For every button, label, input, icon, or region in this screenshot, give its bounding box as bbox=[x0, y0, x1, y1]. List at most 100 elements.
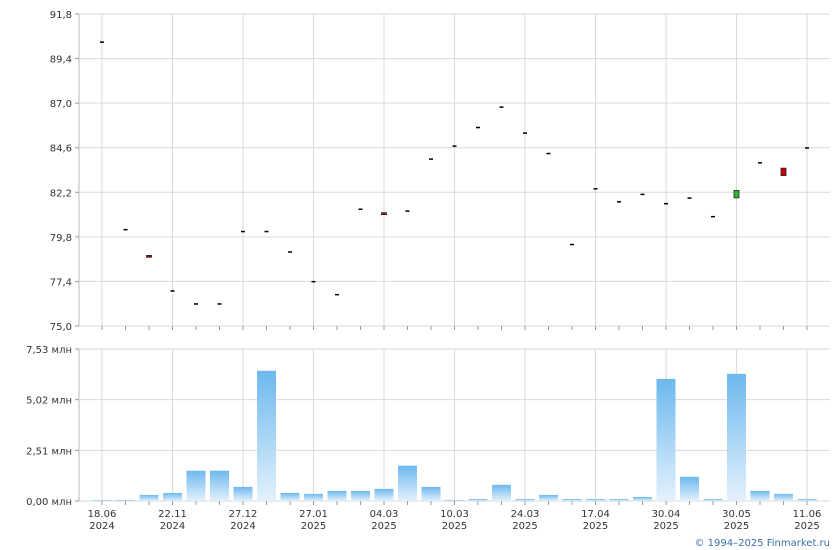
volume-bar[interactable] bbox=[515, 498, 535, 501]
price-candle[interactable] bbox=[288, 251, 292, 253]
volume-bar[interactable] bbox=[351, 490, 370, 501]
x-tick-date: 22.11 bbox=[158, 509, 187, 520]
x-tick-year: 2025 bbox=[512, 521, 537, 532]
price-candle[interactable] bbox=[546, 152, 551, 155]
price-tick-label: 77,4 bbox=[50, 277, 72, 288]
price-grid bbox=[78, 13, 830, 327]
volume-bar[interactable] bbox=[257, 370, 276, 501]
x-tick-date: 04.03 bbox=[370, 509, 399, 520]
x-tick-date: 18.06 bbox=[88, 509, 117, 520]
volume-bar[interactable] bbox=[445, 499, 464, 501]
volume-bar[interactable] bbox=[727, 373, 746, 501]
x-tick-date: 10.03 bbox=[440, 509, 469, 520]
x-tick-date: 27.01 bbox=[299, 509, 328, 520]
volume-bars bbox=[92, 370, 817, 501]
volume-bar[interactable] bbox=[633, 496, 652, 501]
price-candle[interactable] bbox=[452, 145, 457, 147]
x-tick-year: 2025 bbox=[583, 521, 608, 532]
volume-bar[interactable] bbox=[92, 499, 112, 501]
price-candle[interactable] bbox=[381, 212, 387, 215]
volume-bar[interactable] bbox=[233, 486, 253, 501]
price-candle[interactable] bbox=[780, 167, 787, 176]
volume-tick-label: 2,51 млн bbox=[26, 446, 72, 457]
volume-bar[interactable] bbox=[586, 498, 605, 501]
x-tick-date: 30.04 bbox=[652, 509, 681, 520]
volume-bar[interactable] bbox=[186, 470, 206, 501]
volume-bar[interactable] bbox=[210, 470, 229, 501]
volume-bar[interactable] bbox=[703, 498, 723, 501]
price-tick-label: 82,2 bbox=[50, 188, 72, 199]
price-candle[interactable] bbox=[523, 132, 527, 134]
price-candle[interactable] bbox=[100, 41, 104, 43]
volume-bar[interactable] bbox=[421, 486, 441, 501]
x-tick-year: 2025 bbox=[653, 521, 678, 532]
price-candle[interactable] bbox=[170, 290, 175, 292]
price-candle[interactable] bbox=[570, 243, 574, 246]
price-candle[interactable] bbox=[311, 280, 316, 283]
volume-bar[interactable] bbox=[750, 490, 770, 501]
x-axis: 18.06202422.11202427.12202427.01202504.0… bbox=[88, 509, 822, 532]
price-candle[interactable] bbox=[593, 188, 598, 190]
x-tick-date: 24.03 bbox=[511, 509, 540, 520]
volume-tick-label: 5,02 млн bbox=[26, 396, 72, 407]
price-candle[interactable] bbox=[476, 126, 480, 129]
price-tick-label: 79,8 bbox=[50, 233, 72, 244]
volume-bar[interactable] bbox=[609, 498, 629, 501]
price-candle[interactable] bbox=[617, 201, 621, 203]
copyright-text[interactable]: © 1994–2025 Finmarket.ru bbox=[694, 538, 830, 549]
volume-bar[interactable] bbox=[797, 498, 817, 501]
price-axis: 91,8 89,4 87,0 84,6 82,2 79,8 77,4 75,0 bbox=[50, 10, 808, 333]
volume-bar[interactable] bbox=[468, 498, 488, 501]
price-candle[interactable] bbox=[405, 210, 410, 212]
price-candle[interactable] bbox=[805, 147, 809, 149]
volume-bar[interactable] bbox=[539, 494, 558, 501]
price-candles bbox=[100, 41, 809, 305]
price-candle[interactable] bbox=[264, 230, 269, 233]
volume-bar[interactable] bbox=[163, 492, 182, 501]
volume-bar[interactable] bbox=[139, 494, 159, 501]
price-candle[interactable] bbox=[335, 293, 339, 296]
x-tick-date: 17.04 bbox=[581, 509, 610, 520]
x-tick-year: 2025 bbox=[794, 521, 819, 532]
x-tick-year: 2025 bbox=[371, 521, 396, 532]
price-candle[interactable] bbox=[194, 303, 198, 305]
price-candle[interactable] bbox=[758, 162, 762, 164]
volume-tick-label: 0,00 млн bbox=[26, 497, 72, 508]
volume-bar[interactable] bbox=[562, 498, 582, 501]
price-tick-label: 75,0 bbox=[50, 322, 72, 333]
price-candle[interactable] bbox=[429, 158, 433, 160]
price-candle[interactable] bbox=[217, 303, 222, 305]
price-candle[interactable] bbox=[241, 230, 245, 233]
volume-bar[interactable] bbox=[774, 493, 793, 501]
price-candle[interactable] bbox=[733, 190, 740, 199]
volume-bar[interactable] bbox=[374, 488, 394, 501]
volume-tick-label: 7,53 млн bbox=[26, 345, 72, 356]
price-candle[interactable] bbox=[711, 215, 715, 218]
price-candle[interactable] bbox=[499, 106, 504, 108]
price-candle[interactable] bbox=[146, 255, 152, 258]
price-candle[interactable] bbox=[358, 208, 363, 211]
price-candle[interactable] bbox=[123, 228, 128, 231]
price-tick-label: 87,0 bbox=[50, 99, 72, 110]
x-tick-year: 2025 bbox=[301, 521, 326, 532]
price-candle[interactable] bbox=[664, 202, 668, 205]
volume-bar[interactable] bbox=[327, 490, 347, 501]
price-candle[interactable] bbox=[687, 197, 692, 199]
volume-bar[interactable] bbox=[280, 492, 300, 501]
volume-bar[interactable] bbox=[116, 499, 135, 501]
volume-bar[interactable] bbox=[680, 476, 699, 501]
price-candle[interactable] bbox=[640, 193, 645, 196]
x-tick-date: 27.12 bbox=[229, 509, 258, 520]
price-tick-label: 89,4 bbox=[50, 55, 72, 66]
volume-bar[interactable] bbox=[656, 378, 676, 501]
volume-bar[interactable] bbox=[492, 484, 511, 501]
price-tick-label: 91,8 bbox=[50, 10, 72, 21]
x-tick-year: 2025 bbox=[724, 521, 749, 532]
volume-bar[interactable] bbox=[398, 465, 417, 501]
x-tick-year: 2025 bbox=[442, 521, 467, 532]
volume-bar[interactable] bbox=[304, 493, 323, 501]
x-tick-date: 11.06 bbox=[793, 509, 822, 520]
volume-axis: 7,53 млн 5,02 млн 2,51 млн 0,00 млн bbox=[26, 345, 808, 508]
